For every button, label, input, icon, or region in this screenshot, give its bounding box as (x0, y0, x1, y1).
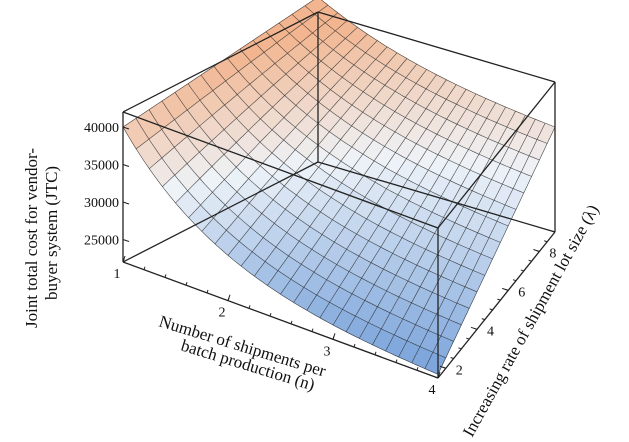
y-minor-tick (520, 269, 524, 272)
x-minor-tick (332, 336, 335, 340)
x-minor-tick (290, 320, 293, 325)
y-minor-tick (528, 259, 532, 262)
mesh-line-n (135, 4, 329, 150)
y-minor-tick (458, 347, 462, 350)
mesh-line-lambda (161, 100, 462, 326)
mesh-line-n (201, 40, 378, 232)
y-minor-tick (497, 298, 501, 301)
x-minor-tick (164, 274, 167, 278)
y-minor-tick (473, 327, 478, 330)
mesh-line-n (332, 93, 477, 326)
x-minor-tick (206, 289, 209, 294)
y-minor-tick (450, 357, 454, 360)
mesh-line-n (214, 46, 388, 245)
z-tick-label: 30000 (84, 196, 119, 211)
x-minor-tick (227, 297, 230, 301)
y-tick-label: 2 (456, 363, 463, 378)
x-minor-tick (395, 359, 398, 363)
x-minor-tick (122, 258, 125, 263)
mesh-line-n (319, 89, 467, 318)
mesh-line-lambda (239, 48, 509, 227)
mesh-line-n (162, 19, 348, 187)
x-minor-tick (143, 266, 146, 270)
y-minor-tick (466, 337, 470, 340)
z-tick-mark (122, 201, 130, 205)
bounding-box (122, 11, 556, 263)
mesh-line-n (254, 63, 418, 277)
x-tick-label: 3 (324, 344, 331, 359)
mesh-line-lambda (278, 22, 532, 177)
box-edge-bottom-right (437, 231, 556, 379)
mesh-line-n (345, 98, 487, 332)
mesh-line-n (372, 106, 506, 345)
x-minor-tick (416, 367, 419, 371)
surface-mesh (122, 0, 556, 375)
mesh-line-lambda (321, 0, 556, 128)
box-edge-bottom-back (317, 161, 556, 233)
mesh-line-n (240, 58, 408, 267)
z-tick-label: 40000 (84, 121, 119, 136)
mesh-line-n (175, 27, 358, 204)
mesh-line-n (411, 119, 536, 364)
y-minor-tick (512, 279, 517, 282)
z-tick-label: 35000 (84, 159, 119, 174)
mesh-line-n (437, 126, 556, 375)
z-tick-mark (122, 164, 130, 167)
mesh-line-n (306, 84, 457, 311)
y-minor-tick (481, 318, 485, 321)
y-minor-tick (434, 376, 439, 379)
x-minor-tick (269, 312, 272, 317)
mesh-line-n (149, 12, 338, 169)
box-edge-bottom-left (122, 161, 319, 263)
z-tick-label: 25000 (84, 234, 119, 249)
mesh-line-lambda (291, 14, 540, 161)
mesh-line-lambda (304, 5, 548, 144)
box-edge-top-left (122, 11, 319, 113)
x-tick-label: 4 (429, 383, 436, 398)
y-tick-label: 8 (549, 246, 556, 261)
mesh-line-lambda (187, 83, 478, 293)
mesh-line-n (398, 115, 526, 358)
y-minor-tick (536, 249, 540, 252)
z-tick-mark (122, 126, 130, 130)
x-minor-tick (353, 343, 356, 348)
y-minor-tick (489, 308, 493, 311)
mesh-line-lambda (174, 92, 470, 309)
axis-ticks: 25000 30000 35000 40000 1 2 3 4 2 4 6 8 (84, 81, 556, 398)
y-tick-label: 6 (518, 285, 525, 300)
mesh-line-n (385, 111, 516, 352)
box-edge-top-right (437, 81, 556, 229)
mesh-line-lambda (252, 40, 517, 210)
mesh-line-lambda (135, 118, 446, 359)
x-minor-tick (185, 282, 188, 286)
x-minor-tick (248, 305, 251, 309)
x-minor-tick (311, 328, 314, 332)
y-minor-tick (544, 240, 548, 243)
mesh-line-n (280, 74, 437, 295)
mesh-line-n (188, 33, 368, 218)
y-minor-tick (505, 288, 509, 291)
mesh-line-n (267, 69, 427, 286)
mesh-line-n (424, 123, 546, 369)
y-minor-tick (551, 230, 556, 233)
box-edge-bottom-front (122, 261, 439, 379)
z-axis-label-line-2: buyer system (JTC) (42, 166, 61, 300)
mesh-line-lambda (148, 109, 454, 342)
mesh-line-lambda (213, 66, 493, 260)
box-edge-top-back (317, 11, 556, 83)
box-edge-top-front (122, 111, 439, 229)
y-tick-label: 4 (487, 324, 494, 339)
mesh-line-lambda (122, 126, 439, 375)
x-tick-label: 2 (219, 306, 226, 321)
x-minor-tick (374, 351, 377, 355)
x-minor-tick (437, 374, 440, 379)
z-axis-label-line-1: Joint total cost for vendor- (22, 148, 41, 328)
y-minor-tick (442, 366, 446, 369)
mesh-line-n (359, 102, 497, 339)
x-tick-label: 1 (114, 267, 121, 282)
z-tick-mark (122, 239, 130, 242)
mesh-line-n (293, 79, 447, 303)
mesh-line-n (227, 52, 398, 256)
